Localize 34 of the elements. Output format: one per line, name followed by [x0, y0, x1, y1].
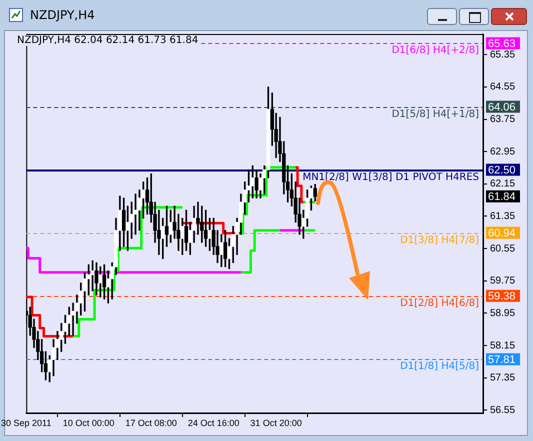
annotation: 64.06 — [488, 101, 516, 114]
ref-line-label: D1[3/8] H4[7/8] — [400, 235, 480, 246]
candlestick — [134, 194, 138, 235]
chart-subtitle: NZDJPY,H4 62.04 62.14 61.73 61.84 — [15, 35, 200, 46]
y-tick-label: 60.55 — [490, 243, 516, 254]
annotation: 59.38 — [488, 290, 516, 302]
ref-line-label: D1[5/8] H4[+1/8] — [392, 109, 480, 120]
annotation: 57.81 — [488, 354, 516, 366]
x-tick-label: 10 Oct 00:00 — [62, 418, 114, 428]
y-tick-label: 65.35 — [490, 49, 516, 60]
x-tick-label: 31 Oct 20:00 — [250, 418, 302, 428]
y-tick-label: 59.75 — [490, 276, 516, 287]
y-tick-label: 58.15 — [490, 340, 516, 352]
chart-title: NZDJPY,H4 — [30, 8, 95, 22]
candlestick — [90, 260, 94, 292]
ref-line-label: D1[2/8] H4[6/8] — [400, 298, 480, 310]
y-tick-label: 63.75 — [490, 114, 516, 126]
x-tick-label: 30 Sep 2011 — [0, 418, 52, 428]
y-tick-label: 64.55 — [490, 82, 516, 93]
y-tick-label: 58.95 — [490, 308, 516, 319]
ref-line-label: D1[1/8] H4[5/8] — [400, 361, 480, 372]
y-tick-label: 56.55 — [490, 404, 516, 416]
ref-line-label: D1[6/8] H4[+2/8] — [392, 45, 480, 56]
y-tick-label: 62.15 — [490, 178, 516, 190]
x-tick-label: 17 Oct 08:00 — [125, 418, 177, 428]
y-tick-label: 62.95 — [490, 146, 516, 158]
annotation: 60.94 — [488, 227, 516, 240]
y-tick-label: 61.35 — [490, 210, 516, 222]
ref-line-label: MN1[2/8] W1[3/8] D1 PIVOT H4RES — [302, 172, 479, 184]
annotation: 61.84 — [488, 190, 516, 203]
x-tick-label: 24 Oct 16:00 — [188, 418, 240, 428]
annotation: 62.50 — [488, 164, 516, 176]
y-tick-label: 57.35 — [490, 372, 516, 384]
annotation: 65.63 — [488, 38, 516, 50]
